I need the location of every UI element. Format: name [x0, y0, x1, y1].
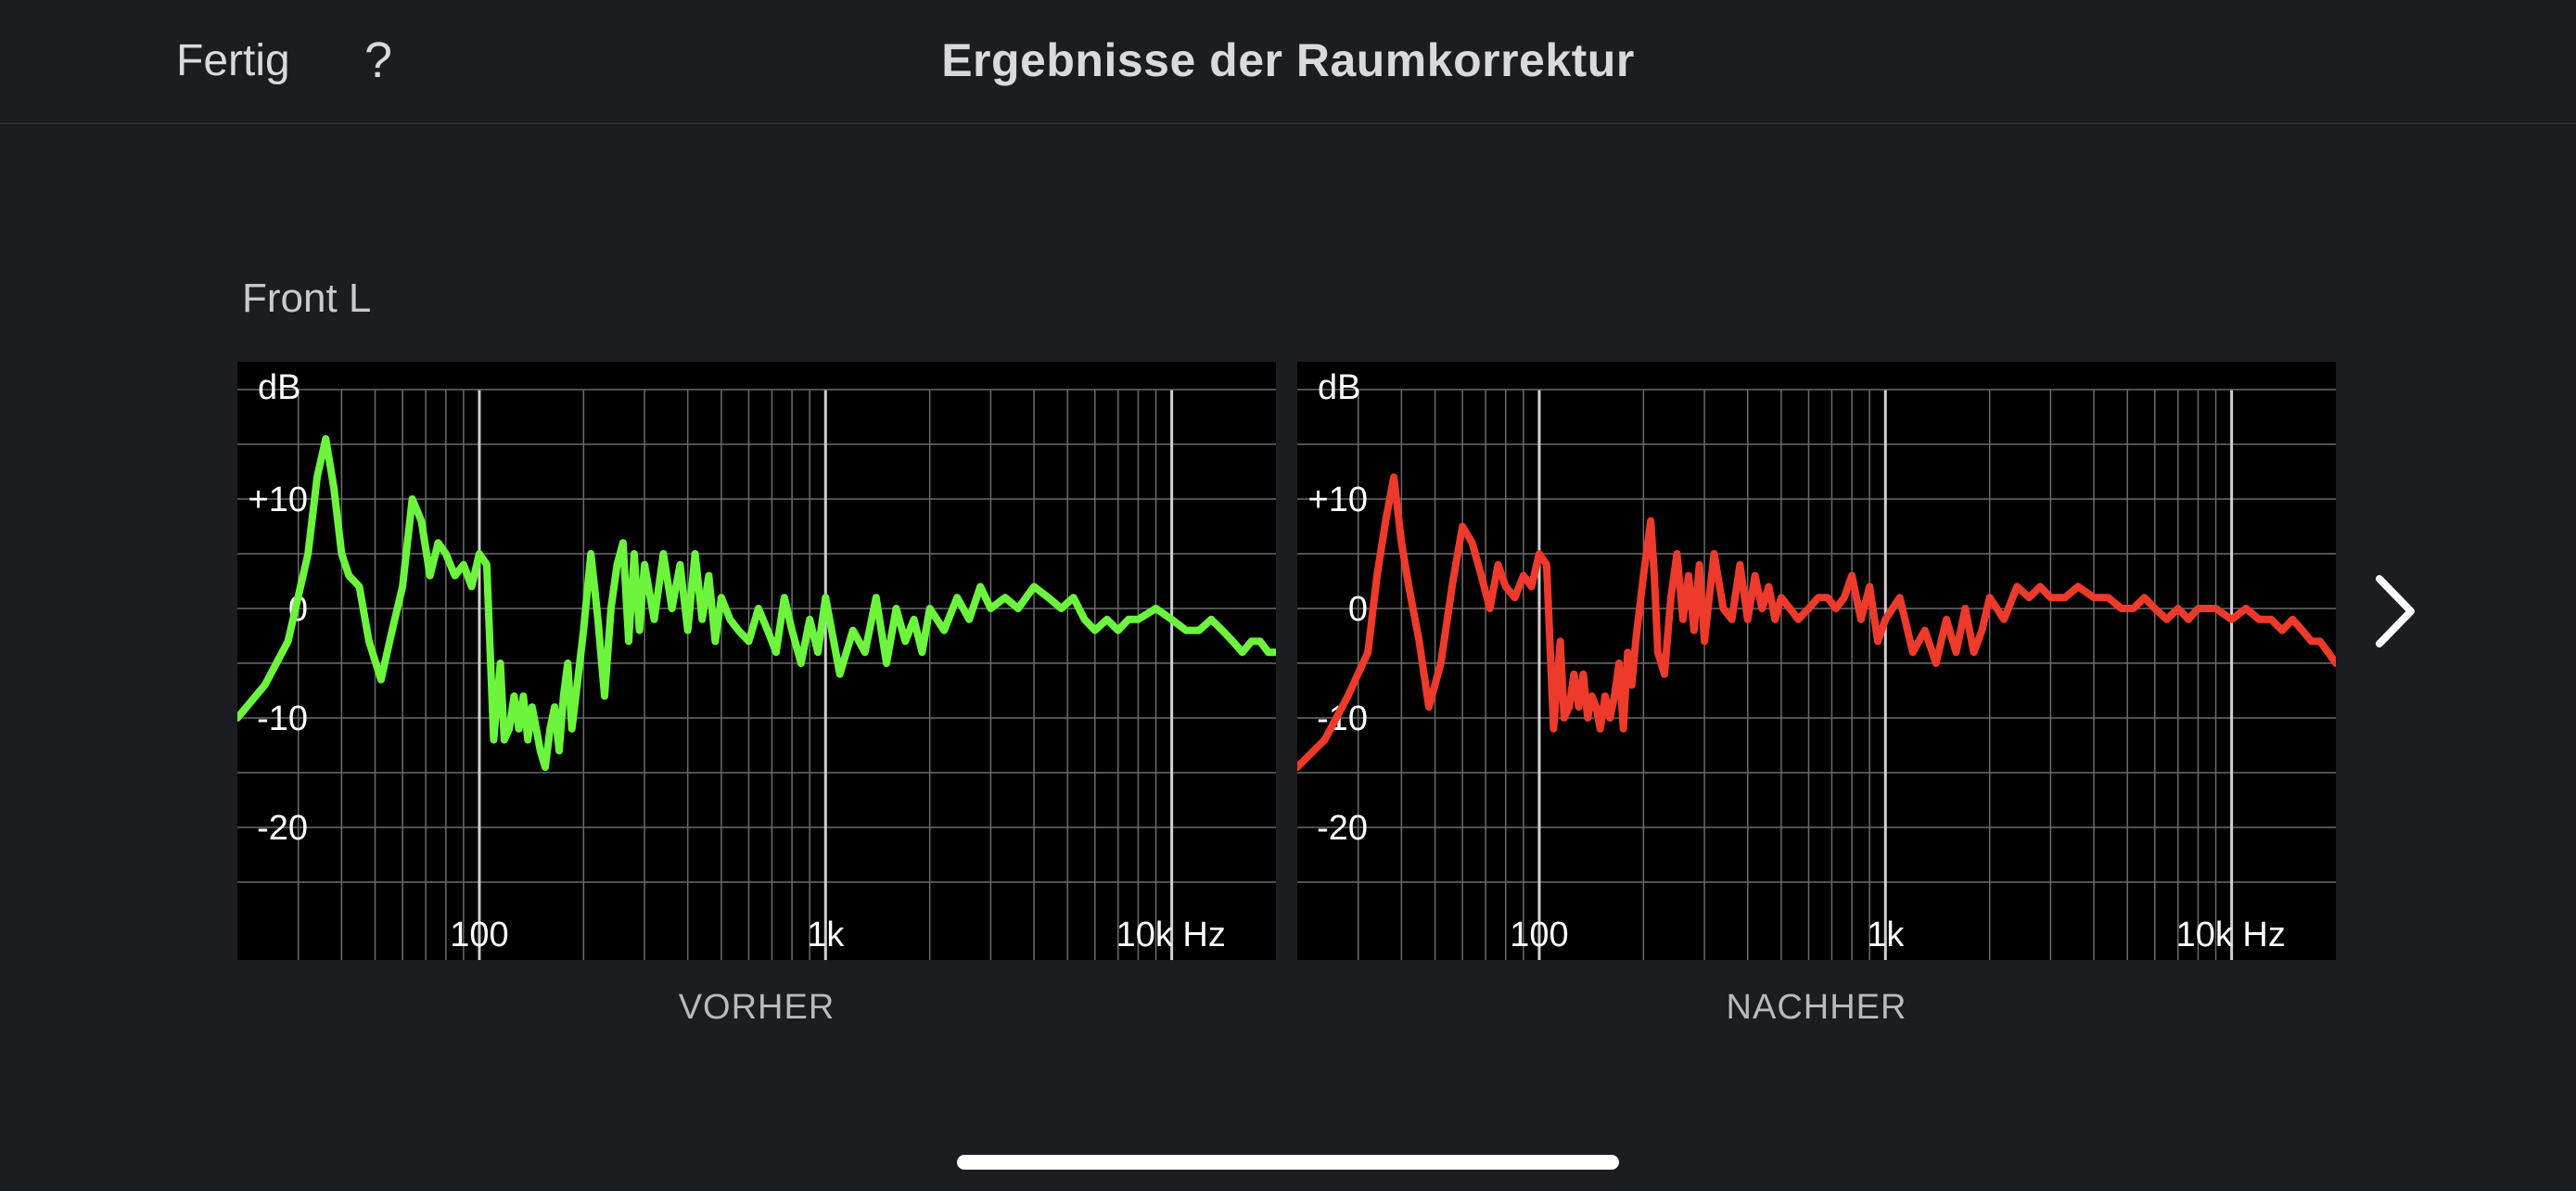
y-unit-label: dB	[258, 368, 300, 407]
x-tick-label: 10k Hz	[2176, 916, 2286, 954]
y-tick-label: +10	[1308, 480, 1368, 519]
response-curve	[237, 435, 1276, 772]
home-indicator	[957, 1155, 1619, 1170]
y-tick-label: -20	[257, 809, 308, 848]
y-tick-label: +10	[249, 480, 308, 519]
y-tick-label: 0	[1348, 590, 1368, 629]
x-tick-label: 10k Hz	[1116, 916, 1226, 954]
x-tick-label: 100	[450, 916, 508, 954]
speaker-label: Front L	[242, 275, 372, 321]
help-button[interactable]: ?	[364, 32, 393, 88]
y-tick-label: -10	[257, 699, 308, 738]
page-title: Ergebnisse der Raumkorrektur	[941, 34, 1635, 86]
x-tick-label: 100	[1510, 916, 1568, 954]
done-button[interactable]: Fertig	[176, 36, 290, 85]
x-tick-label: 1k	[807, 916, 845, 954]
x-tick-label: 1k	[1867, 916, 1905, 954]
y-unit-label: dB	[1318, 368, 1360, 407]
after-caption: NACHHER	[1726, 988, 1907, 1027]
chevron-right-icon[interactable]	[2363, 570, 2428, 653]
before-caption: VORHER	[678, 988, 835, 1027]
top-bar: Fertig ? Ergebnisse der Raumkorrektur	[0, 0, 2576, 124]
response-curve	[1297, 473, 2336, 772]
y-tick-label: -20	[1317, 809, 1368, 848]
